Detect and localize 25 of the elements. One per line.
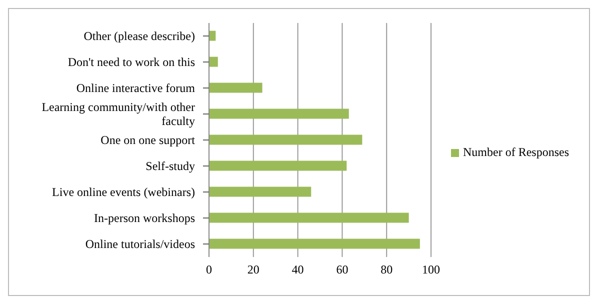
y-tick-label: One on one support (100, 133, 196, 147)
bar (209, 160, 347, 171)
x-tick-label: 20 (247, 262, 260, 277)
legend-label: Number of Responses (463, 144, 569, 158)
y-tick-label: Learning community/with other faculty (42, 100, 195, 128)
bar (209, 212, 409, 223)
x-tick-label: 80 (380, 262, 393, 277)
y-tick-label: Don't need to work on this (68, 55, 196, 69)
y-tick-label: Self-study (146, 159, 195, 173)
y-tick-label: In-person workshops (94, 211, 196, 225)
y-tick-label: Online tutorials/videos (85, 237, 196, 251)
y-tick-label: Online interactive forum (76, 81, 196, 95)
bar (209, 108, 349, 119)
x-tick-label: 40 (292, 262, 304, 277)
x-tick-label: 0 (206, 262, 212, 277)
x-tick-label: 60 (336, 262, 348, 277)
y-tick-label: Other (please describe) (84, 29, 195, 43)
bar (209, 238, 420, 249)
bar (209, 30, 216, 41)
x-tick-label: 100 (422, 262, 440, 277)
y-tick-label: Live online events (webinars) (52, 185, 195, 199)
bar (209, 56, 218, 67)
bar (209, 134, 362, 145)
bar (209, 186, 312, 197)
bar (209, 82, 262, 93)
